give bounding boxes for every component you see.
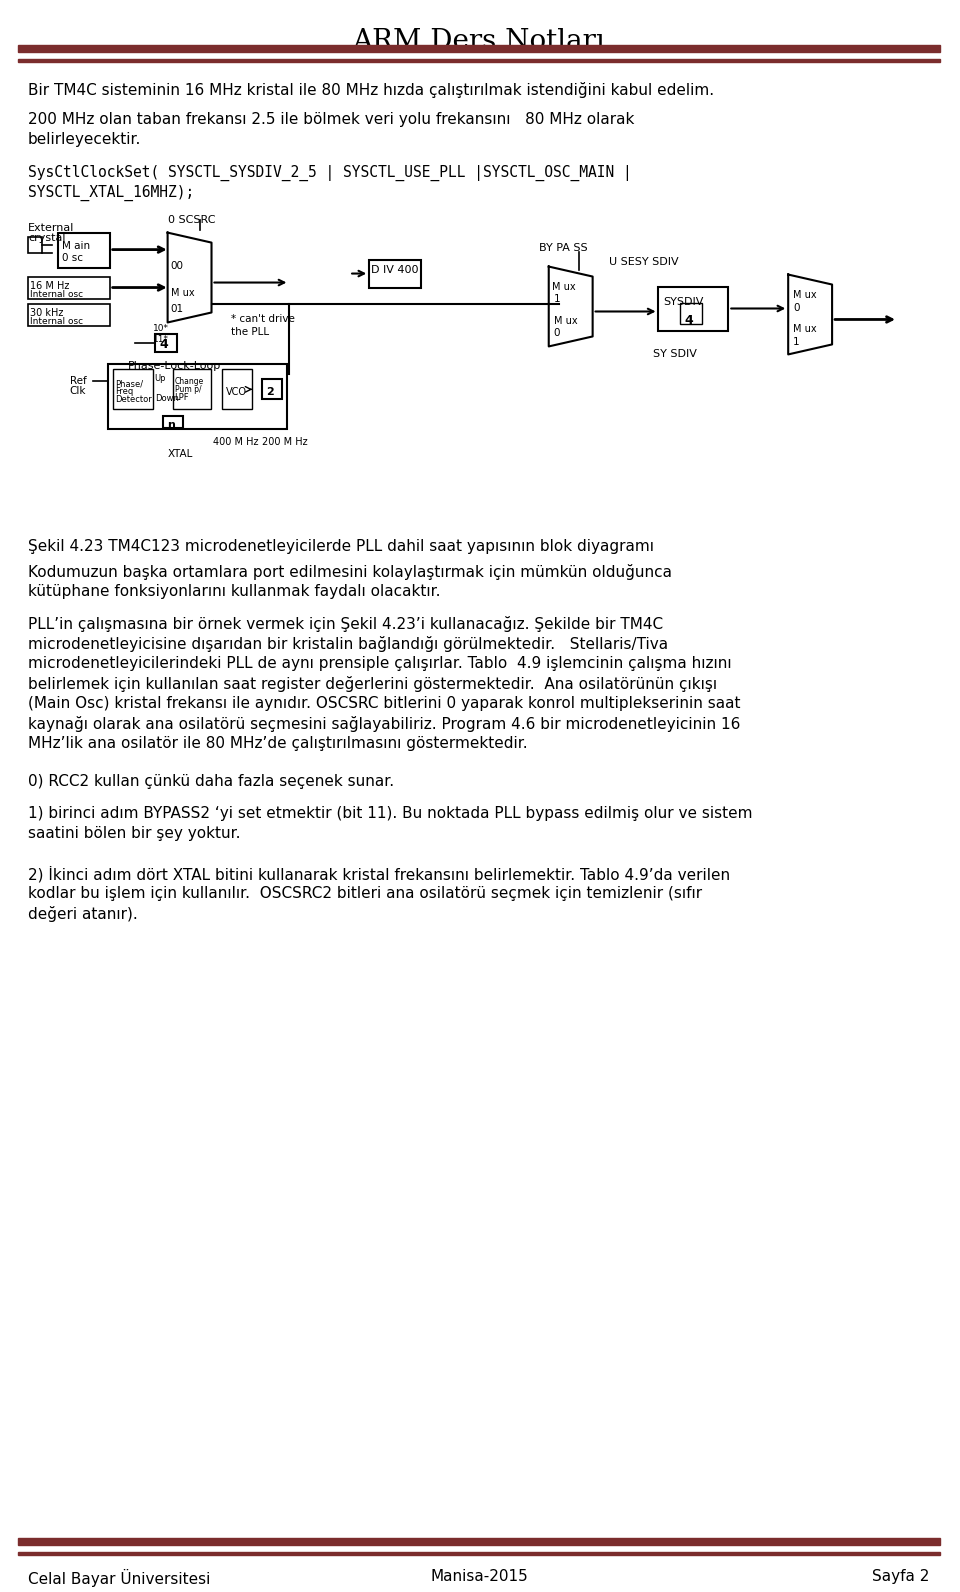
Bar: [112, 369, 153, 409]
Bar: [155, 334, 177, 352]
Text: kütüphane fonksiyonlarını kullanmak faydalı olacaktır.: kütüphane fonksiyonlarını kullanmak fayd…: [28, 584, 441, 599]
Text: Manisa-2015: Manisa-2015: [430, 1570, 528, 1584]
Text: belirleyecektir.: belirleyecektir.: [28, 132, 141, 146]
Text: Phase/: Phase/: [115, 379, 143, 388]
Text: 200 MHz olan taban frekansı 2.5 ile bölmek veri yolu frekansını   80 MHz olarak: 200 MHz olan taban frekansı 2.5 ile bölm…: [28, 111, 635, 127]
Bar: [370, 259, 421, 288]
Bar: [223, 369, 252, 409]
Bar: [162, 417, 182, 428]
Text: Sayfa 2: Sayfa 2: [873, 1570, 930, 1584]
Text: 0) RCC2 kullan çünkü daha fazla seçenek sunar.: 0) RCC2 kullan çünkü daha fazla seçenek …: [28, 774, 394, 788]
Text: SY SDIV: SY SDIV: [654, 349, 697, 360]
Bar: [28, 237, 42, 253]
Text: Şekil 4.23 TM4C123 microdenetleyicilerde PLL dahil saat yapısının blok diyagramı: Şekil 4.23 TM4C123 microdenetleyicilerde…: [28, 540, 654, 554]
Text: Bir TM4C sisteminin 16 MHz kristal ile 80 MHz hızda çalıştırılmak istendiğini ka: Bir TM4C sisteminin 16 MHz kristal ile 8…: [28, 81, 714, 97]
Bar: [173, 369, 210, 409]
Text: M ux: M ux: [793, 325, 817, 334]
Text: Detector: Detector: [115, 395, 152, 404]
Text: XTAL: XTAL: [168, 449, 193, 458]
Text: 0: 0: [554, 328, 561, 339]
Text: Freq: Freq: [115, 387, 133, 396]
Text: 30 kHz: 30 kHz: [30, 309, 63, 318]
Text: M ux: M ux: [552, 282, 575, 291]
Text: 4: 4: [159, 339, 168, 352]
Text: 200 M Hz: 200 M Hz: [262, 438, 308, 447]
Text: 2: 2: [266, 387, 275, 398]
Text: microdenetleyicilerindeki PLL de aynı prensiple çalışırlar. Tablo  4.9 işlemcini: microdenetleyicilerindeki PLL de aynı pr…: [28, 656, 732, 670]
Text: 1: 1: [554, 293, 561, 304]
Text: * can't drive: * can't drive: [231, 315, 296, 325]
Text: 0: 0: [793, 302, 800, 312]
Bar: [58, 232, 109, 267]
Text: Down: Down: [155, 395, 179, 403]
Text: 01: 01: [171, 304, 183, 315]
Text: PLL’in çalışmasına bir örnek vermek için Şekil 4.23’i kullanacağız. Şekilde bir : PLL’in çalışmasına bir örnek vermek için…: [28, 616, 663, 632]
Text: Change: Change: [175, 377, 204, 387]
Bar: [18, 1552, 940, 1555]
Text: M ux: M ux: [171, 288, 194, 298]
Bar: [18, 45, 940, 53]
Text: kaynağı olarak ana osilatörü seçmesini sağlayabiliriz. Program 4.6 bir microdene: kaynağı olarak ana osilatörü seçmesini s…: [28, 716, 740, 732]
Text: Internal osc: Internal osc: [30, 317, 84, 326]
Text: LPF: LPF: [175, 393, 189, 403]
Text: belirlemek için kullanılan saat register değerlerini göstermektedir.  Ana osilat: belirlemek için kullanılan saat register…: [28, 677, 717, 693]
Text: 00: 00: [171, 261, 183, 271]
Text: SYSDIV: SYSDIV: [663, 296, 704, 307]
Text: (Main Osc) kristal frekansı ile aynıdır. OSCSRC bitlerini 0 yaparak konrol multi: (Main Osc) kristal frekansı ile aynıdır.…: [28, 696, 740, 712]
Text: Ref: Ref: [70, 376, 86, 387]
Text: Kodumuzun başka ortamlara port edilmesini kolaylaştırmak için mümkün olduğunca: Kodumuzun başka ortamlara port edilmesin…: [28, 564, 672, 579]
Text: D IV 400: D IV 400: [372, 264, 419, 274]
Text: crystal: crystal: [28, 232, 65, 242]
Text: VCO: VCO: [226, 387, 247, 398]
Text: 1: 1: [793, 338, 800, 347]
Text: M ux: M ux: [793, 290, 817, 299]
Text: M ain: M ain: [61, 240, 90, 250]
Text: değeri atanır).: değeri atanır).: [28, 906, 137, 922]
Text: the PLL: the PLL: [231, 328, 270, 338]
Text: 0 sc: 0 sc: [61, 253, 83, 263]
Text: U SESY SDIV: U SESY SDIV: [609, 256, 678, 266]
Text: Pum p/: Pum p/: [175, 385, 202, 395]
Bar: [108, 365, 287, 430]
Text: MHz’lik ana osilatör ile 80 MHz’de çalıştırılmasını göstermektedir.: MHz’lik ana osilatör ile 80 MHz’de çalış…: [28, 736, 528, 751]
Text: Clk: Clk: [70, 387, 86, 396]
Text: Celal Bayar Üniversitesi: Celal Bayar Üniversitesi: [28, 1570, 210, 1587]
Text: 11*: 11*: [153, 336, 169, 344]
Bar: [28, 277, 109, 299]
Bar: [681, 302, 703, 325]
Text: 400 M Hz: 400 M Hz: [212, 438, 258, 447]
Text: SysCtlClockSet( SYSCTL_SYSDIV_2_5 | SYSCTL_USE_PLL |SYSCTL_OSC_MAIN |: SysCtlClockSet( SYSCTL_SYSDIV_2_5 | SYSC…: [28, 164, 632, 181]
Text: saatini bölen bir şey yoktur.: saatini bölen bir şey yoktur.: [28, 826, 240, 841]
Text: Internal osc: Internal osc: [30, 290, 84, 299]
Text: Up: Up: [155, 374, 166, 384]
Text: 10*: 10*: [153, 325, 169, 333]
Text: SYSCTL_XTAL_16MHZ);: SYSCTL_XTAL_16MHZ);: [28, 185, 194, 201]
Text: microdenetleyicisine dışarıdan bir kristalin bağlandığı görülmektedir.   Stellar: microdenetleyicisine dışarıdan bir krist…: [28, 635, 668, 653]
Text: 2) İkinci adım dört XTAL bitini kullanarak kristal frekansını belirlemektir. Tab: 2) İkinci adım dört XTAL bitini kullanar…: [28, 866, 730, 882]
Text: BY PA SS: BY PA SS: [539, 242, 588, 253]
Text: ARM Ders Notları: ARM Ders Notları: [352, 29, 605, 56]
Text: 16 M Hz: 16 M Hz: [30, 280, 69, 290]
Text: 0 SCSRC: 0 SCSRC: [168, 215, 215, 224]
Text: Phase-Lock-Loop: Phase-Lock-Loop: [128, 361, 221, 371]
Bar: [28, 304, 109, 326]
Text: 1) birinci adım BYPASS2 ‘yi set etmektir (bit 11). Bu noktada PLL bypass edilmiş: 1) birinci adım BYPASS2 ‘yi set etmektir…: [28, 806, 753, 820]
Bar: [18, 1538, 940, 1546]
Bar: [659, 287, 729, 331]
Text: M ux: M ux: [554, 317, 577, 326]
Text: 4: 4: [684, 315, 693, 328]
Bar: [18, 59, 940, 62]
Bar: [262, 379, 282, 400]
Text: kodlar bu işlem için kullanılır.  OSCSRC2 bitleri ana osilatörü seçmek için temi: kodlar bu işlem için kullanılır. OSCSRC2…: [28, 885, 702, 901]
Text: n: n: [168, 420, 176, 430]
Text: External: External: [28, 223, 74, 232]
